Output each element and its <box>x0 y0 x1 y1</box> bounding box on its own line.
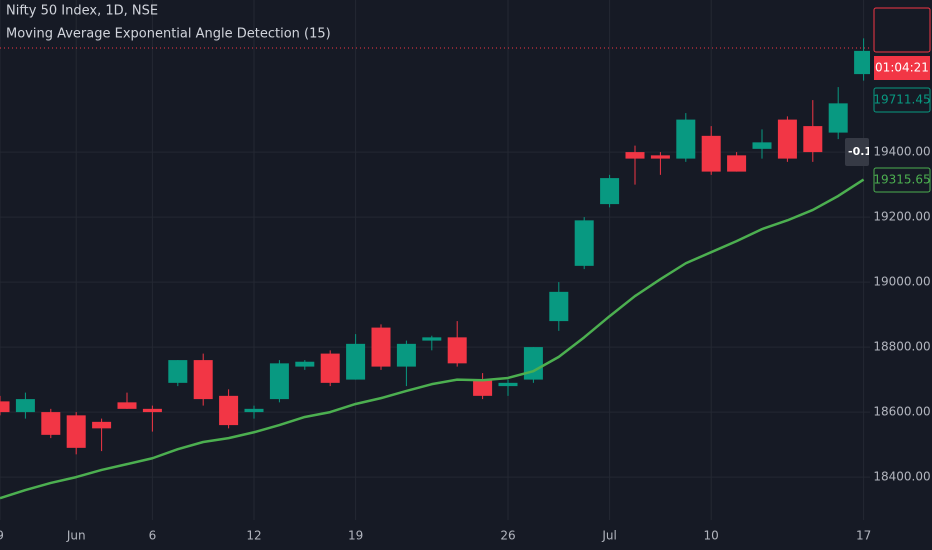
candle-body <box>396 343 416 367</box>
candle-body <box>650 155 670 159</box>
candle-body <box>752 142 772 149</box>
candle-body <box>117 402 137 409</box>
grid <box>0 0 870 520</box>
candle-body <box>193 360 213 400</box>
candle-body <box>269 363 289 400</box>
candle-body <box>600 178 620 205</box>
candle-body <box>422 337 442 341</box>
y-tick-label: 18600.00 <box>873 405 930 419</box>
candle-body <box>66 415 86 448</box>
x-tick-label: Jun <box>66 529 86 543</box>
y-tick-label: 18400.00 <box>873 470 930 484</box>
last-price: 19711.45 <box>873 93 930 107</box>
candle-body <box>625 152 645 159</box>
x-tick-label: 19 <box>348 529 363 543</box>
indicator-label: Moving Average Exponential Angle Detecti… <box>6 27 331 42</box>
candle-body <box>854 50 874 75</box>
x-tick-label: 10 <box>704 529 719 543</box>
candle-body <box>219 395 239 426</box>
price-axis: 01:04:21 19711.45 19315.65 18400.00 18600… <box>870 0 932 550</box>
y-tick-label: 19200.00 <box>873 210 930 224</box>
candle-body <box>701 135 721 172</box>
y-tick-label: 19400.00 <box>873 145 930 159</box>
candle-body <box>777 119 797 159</box>
ema-price-box <box>873 167 931 193</box>
price-label-box <box>873 7 931 53</box>
candle-body <box>320 353 340 383</box>
x-tick-label: 6 <box>149 529 157 543</box>
candle-body <box>574 220 594 266</box>
candle-body <box>346 343 366 380</box>
candle-body <box>523 347 543 380</box>
candle-body <box>15 399 35 413</box>
candle-body <box>828 103 848 133</box>
candle-body <box>142 408 162 413</box>
candle-body <box>244 408 264 413</box>
x-tick-label: 17 <box>856 529 871 543</box>
ema-price: 19315.65 <box>873 173 930 187</box>
angle-label: -0.18° <box>848 145 885 158</box>
candle-body <box>0 401 10 413</box>
angle-box <box>845 138 869 166</box>
x-tick-label: 26 <box>500 529 515 543</box>
candle-body <box>41 412 61 435</box>
candle-body <box>473 379 493 396</box>
candle-body <box>676 119 696 159</box>
candle-body <box>168 360 188 383</box>
candle-body <box>371 327 391 367</box>
candle-body <box>295 361 315 367</box>
last-price-box <box>873 87 931 113</box>
countdown: 01:04:21 <box>875 61 929 75</box>
candle-body <box>92 421 112 429</box>
plot-area <box>0 38 874 500</box>
y-tick-label: 18800.00 <box>873 340 930 354</box>
candle-body <box>803 126 823 153</box>
y-tick-label: 19000.00 <box>873 275 930 289</box>
x-tick-label: 12 <box>246 529 261 543</box>
candle-body <box>447 337 467 364</box>
candle-body <box>727 155 747 172</box>
candle-body <box>498 382 518 387</box>
x-tick-label: 9 <box>0 529 4 543</box>
chart-title: Nifty 50 Index, 1D, NSE <box>6 4 158 19</box>
candle-body <box>549 291 569 322</box>
angle-clip: -0.18° <box>848 145 885 158</box>
countdown-box <box>874 56 930 80</box>
ema-line <box>0 178 865 500</box>
x-tick-label: Jul <box>601 529 616 543</box>
